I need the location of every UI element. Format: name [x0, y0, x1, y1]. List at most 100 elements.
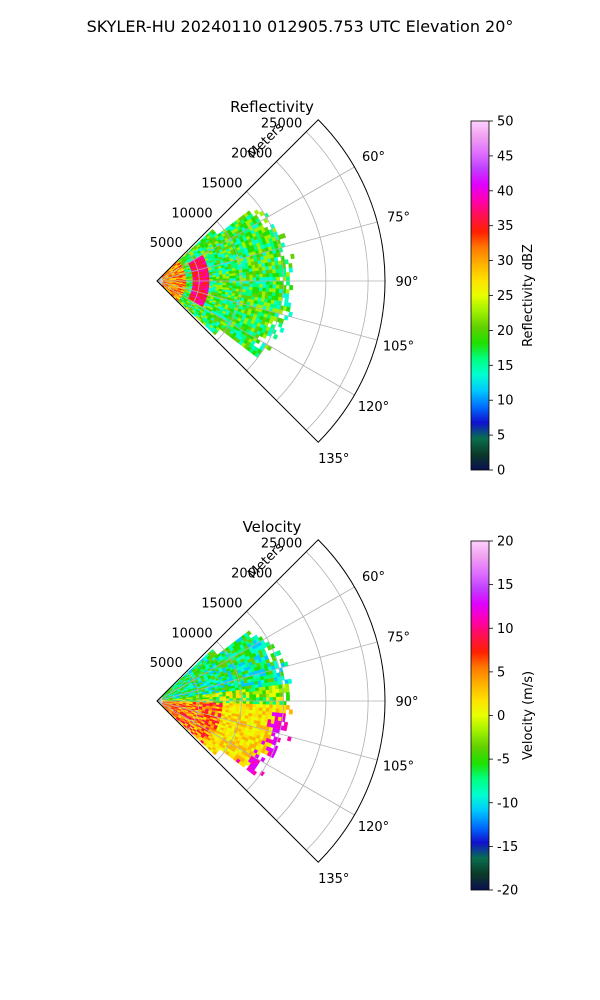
azimuth-tick-label: 120°: [358, 400, 389, 415]
echo-cell: [290, 253, 295, 260]
echo-cell: [284, 297, 289, 303]
colorbar-tick-label: 40: [497, 184, 514, 199]
echo-cell: [256, 697, 260, 702]
echo-cell: [280, 232, 287, 239]
echo-cell: [256, 280, 260, 285]
echo-cell: [286, 280, 290, 286]
echo-cell: [232, 695, 237, 699]
figure-suptitle: SKYLER-HU 20240110 012905.753 UTC Elevat…: [87, 17, 514, 36]
echo-cell: [265, 287, 270, 293]
colorbar-tick-label: 35: [497, 219, 514, 234]
echo-cell: [258, 290, 263, 296]
echo-cell: [248, 706, 253, 711]
echo-cell: [285, 705, 290, 710]
colorbar-tick-label: 0: [497, 709, 505, 724]
echo-cell: [252, 694, 257, 699]
range-tick-label: 5000: [150, 236, 183, 251]
echo-cell: [262, 697, 267, 702]
echo-cell: [255, 287, 260, 292]
echo-cell: [272, 333, 279, 340]
echo-cell: [275, 268, 280, 274]
colorbar-tick-label: 50: [497, 115, 514, 130]
echo-cell: [276, 650, 282, 656]
echo-cell: [219, 696, 224, 700]
echo-cell: [236, 698, 240, 702]
echo-cell: [242, 697, 247, 702]
echo-cell: [245, 688, 250, 693]
echo-cell: [240, 762, 247, 768]
echo-cell: [275, 272, 280, 278]
echo-cell: [222, 276, 227, 280]
echo-cell: [279, 696, 284, 702]
echo-cell: [249, 700, 254, 705]
echo-cell: [242, 703, 247, 708]
velocity-grid: [156, 539, 386, 863]
echo-cell: [272, 700, 277, 706]
azimuth-tick-label: 135°: [318, 872, 349, 887]
echo-cell: [255, 704, 260, 708]
colorbar-tick-label: 5: [497, 665, 505, 680]
azimuth-tick-label: 75°: [387, 630, 410, 645]
echo-cell: [232, 703, 237, 707]
echo-cell: [262, 333, 268, 339]
echo-cell: [225, 276, 230, 279]
echo-cell: [266, 697, 270, 702]
echo-cell: [272, 284, 277, 289]
echo-cell: [246, 700, 250, 705]
colorbar-bar: [470, 120, 490, 471]
echo-cell: [255, 707, 260, 712]
range-tick-label: 15000: [201, 176, 242, 191]
echo-cell: [259, 697, 264, 702]
echo-cell: [242, 269, 247, 273]
echo-cell: [278, 708, 283, 714]
azimuth-tick-label: 75°: [387, 210, 410, 225]
echo-cell: [259, 700, 264, 705]
echo-cell: [279, 692, 284, 698]
echo-cell: [288, 267, 293, 273]
echo-cell: [265, 693, 270, 698]
colorbar-tick-label: 30: [497, 254, 514, 269]
echo-cell: [255, 690, 260, 695]
echo-cell: [262, 277, 267, 282]
echo-cell: [279, 327, 285, 334]
echo-cell: [285, 289, 290, 295]
echo-cell: [242, 689, 247, 693]
colorbar-tick-label: -5: [497, 753, 510, 768]
colorbar-tick-label: -15: [497, 840, 518, 855]
range-tick-label: 5000: [150, 656, 183, 671]
echo-cell: [265, 266, 270, 271]
echo-cell: [259, 277, 264, 282]
echo-cell: [265, 273, 270, 278]
azimuth-tick-label: 135°: [318, 452, 349, 467]
echo-cell: [251, 267, 257, 272]
velocity-field: [161, 630, 293, 777]
echo-cell: [245, 706, 250, 711]
echo-cell: [258, 287, 263, 292]
echo-cell: [285, 293, 290, 299]
azimuth-gridline: [156, 700, 378, 761]
echo-cell: [286, 302, 292, 308]
colorbar-tick-label: 45: [497, 149, 514, 164]
echo-cell: [252, 280, 257, 285]
echo-cell: [259, 770, 265, 777]
echo-cell: [269, 273, 274, 278]
echo-cell: [256, 277, 260, 282]
echo-cell: [268, 708, 273, 713]
echo-cell: [269, 643, 276, 650]
echo-cell: [266, 277, 270, 282]
echo-cell: [245, 268, 250, 273]
echo-cell: [215, 276, 220, 280]
reflectivity-grid: [156, 119, 386, 443]
echo-cell: [265, 711, 270, 716]
azimuth-gridline: [156, 280, 378, 341]
azimuth-tick-label: 60°: [362, 150, 385, 165]
azimuth-gridline: [156, 280, 355, 396]
echo-cell: [246, 280, 250, 285]
echo-cell: [268, 689, 273, 694]
echo-cell: [255, 694, 260, 698]
echo-cell: [265, 689, 270, 695]
echo-cell: [275, 708, 280, 714]
colorbar-tick-label: 20: [497, 535, 514, 550]
echo-cell: [242, 692, 247, 696]
echo-cell: [259, 693, 264, 698]
